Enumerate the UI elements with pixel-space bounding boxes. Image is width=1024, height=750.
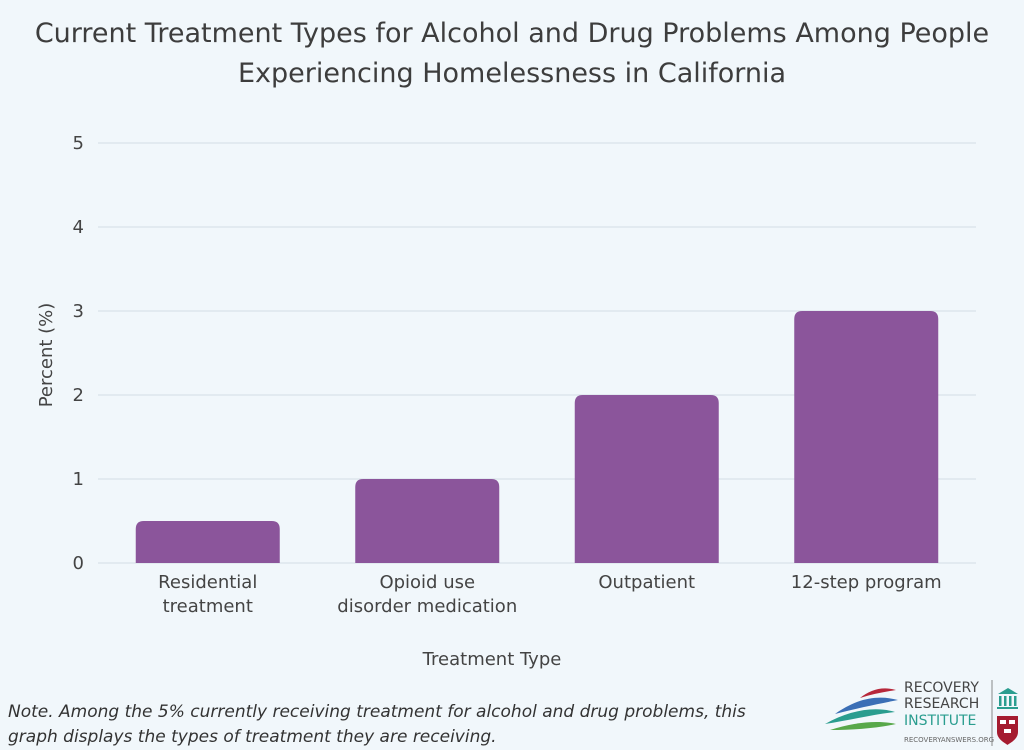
chart-title: Current Treatment Types for Alcohol and … — [34, 18, 990, 89]
y-axis-title: Percent (%) — [36, 303, 57, 408]
x-axis-title: Treatment Type — [422, 649, 562, 670]
y-tick-label: 2 — [73, 385, 84, 406]
x-tick-label: 12-step program — [791, 572, 942, 593]
bar — [135, 521, 280, 563]
logo-line3: INSTITUTE — [904, 713, 976, 729]
y-tick-label: 3 — [73, 301, 84, 322]
x-tick-label: Opioid use — [379, 572, 475, 593]
institution-building-icon — [997, 688, 1018, 709]
chart-note: Note. Among the 5% currently receiving t… — [8, 702, 746, 747]
logo-line1: RECOVERY — [904, 680, 979, 696]
recovery-research-institute-logo: RECOVERY RESEARCH INSTITUTE RECOVERYANSW… — [825, 680, 1018, 746]
bar-chart: 0 1 2 3 4 5 Residential treatment Opioid use diso… — [36, 133, 976, 670]
y-tick-label: 4 — [73, 217, 84, 238]
logo-line2: RESEARCH — [904, 696, 979, 712]
bar — [355, 479, 500, 563]
bar — [574, 395, 719, 563]
y-tick-label: 0 — [73, 553, 84, 574]
y-tick-label: 5 — [73, 133, 84, 154]
x-tick-label: treatment — [163, 596, 253, 617]
x-tick-label: Outpatient — [598, 572, 695, 593]
x-tick-label: Residential — [158, 572, 257, 593]
x-tick-label: disorder medication — [337, 596, 517, 617]
shield-icon — [997, 716, 1018, 745]
bar — [794, 311, 939, 563]
logo-url: RECOVERYANSWERS.ORG — [904, 736, 994, 744]
y-tick-label: 1 — [73, 469, 84, 490]
logo-wave-icon — [825, 688, 898, 730]
